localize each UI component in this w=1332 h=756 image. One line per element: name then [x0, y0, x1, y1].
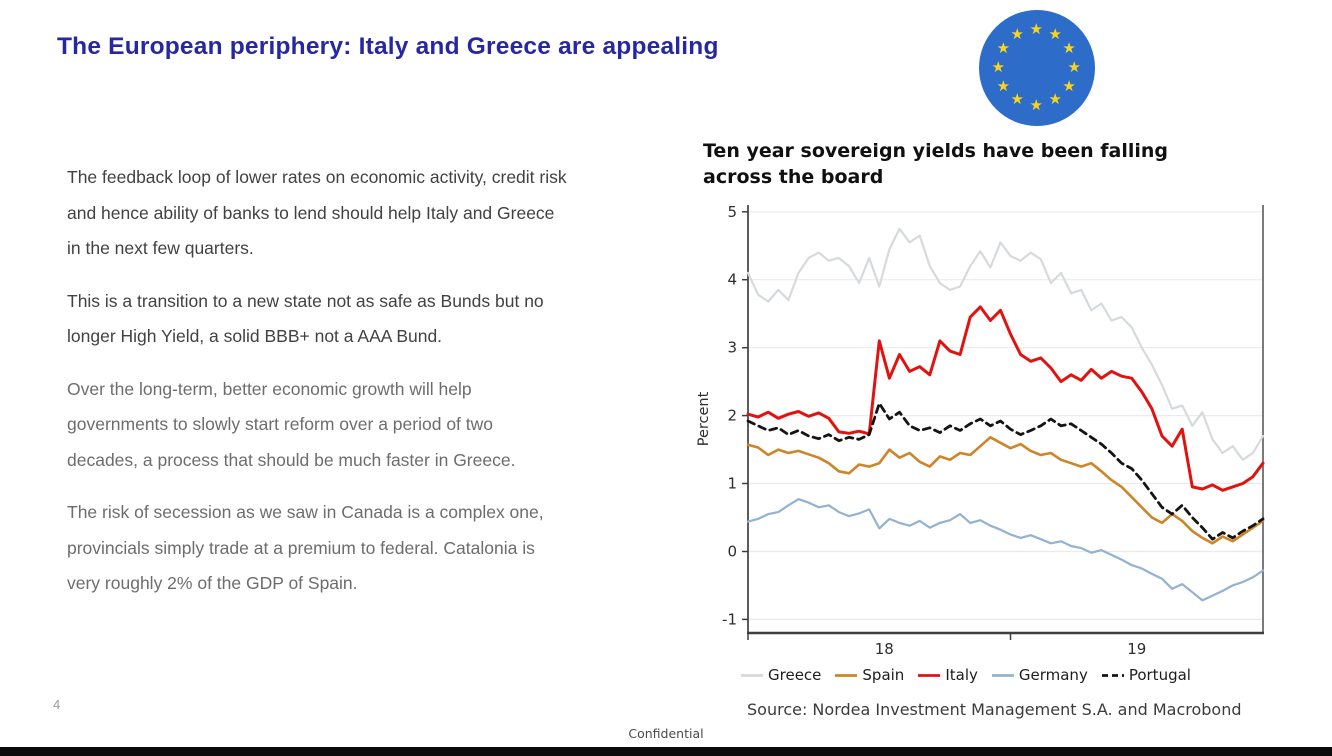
legend-item-germany: Germany	[991, 666, 1088, 684]
svg-text:0: 0	[727, 543, 737, 561]
eu-star-icon: ★	[1029, 95, 1043, 114]
legend-swatch-icon	[741, 674, 763, 677]
paragraph-feedback-loop: The feedback loop of lower rates on econ…	[67, 167, 567, 258]
chart-grid	[748, 211, 1263, 620]
svg-text:4: 4	[727, 271, 737, 289]
svg-text:18: 18	[875, 640, 894, 658]
eu-star-icon: ★	[1010, 90, 1024, 109]
series-line-germany	[746, 498, 1265, 602]
eu-star-icon: ★	[1048, 24, 1062, 43]
legend-item-greece: Greece	[740, 666, 821, 684]
svg-text:19: 19	[1127, 640, 1146, 658]
legend-label: Germany	[1018, 666, 1088, 684]
svg-text:-1: -1	[722, 610, 737, 628]
svg-text:Percent: Percent	[696, 391, 712, 446]
legend-swatch-icon	[918, 674, 941, 677]
eu-star-icon: ★	[1067, 57, 1081, 76]
paragraph-secession: The risk of secession as we saw in Canad…	[67, 502, 544, 593]
eu-star-icon: ★	[996, 38, 1011, 57]
chart-series	[746, 227, 1265, 602]
series-line-italy	[746, 305, 1265, 492]
legend-label: Portugal	[1128, 666, 1191, 684]
eu-flag-icon: ★ ★ ★ ★ ★ ★ ★ ★ ★ ★ ★ ★	[979, 10, 1095, 126]
series-line-spain	[746, 436, 1265, 545]
eu-star-icon: ★	[1029, 19, 1043, 38]
confidential-footer: Confidential	[628, 726, 704, 741]
eu-star-icon: ★	[1062, 38, 1076, 57]
svg-text:5: 5	[727, 203, 737, 221]
svg-text:3: 3	[727, 339, 737, 357]
eu-star-icon: ★	[1010, 24, 1024, 43]
page-number: 4	[53, 697, 61, 712]
series-line-portugal	[746, 401, 1265, 541]
paragraph-transition: This is a transition to a new state not …	[67, 290, 544, 347]
paragraph-long-term: Over the long-term, better economic grow…	[67, 378, 516, 470]
svg-text:1: 1	[727, 475, 737, 493]
legend-swatch-icon	[1101, 674, 1124, 677]
legend-label: Spain	[862, 666, 905, 684]
legend-item-spain: Spain	[834, 666, 904, 684]
slide-title: The European periphery: Italy and Greece…	[57, 33, 719, 60]
eu-star-icon: ★	[1048, 90, 1062, 109]
svg-text:2: 2	[727, 407, 737, 425]
legend-label: Greece	[768, 666, 822, 684]
chart-heading: Ten year sovereign yields have been fall…	[703, 140, 1169, 188]
eu-star-icon: ★	[996, 76, 1011, 95]
chart-source: Source: Nordea Investment Management S.A…	[747, 700, 1242, 719]
eu-star-icon: ★	[1062, 76, 1076, 95]
eu-star-icon: ★	[991, 57, 1005, 76]
yield-chart: Ten year sovereign yields have been fall…	[690, 138, 1300, 738]
legend-swatch-icon	[835, 674, 858, 677]
legend-item-italy: Italy	[917, 666, 978, 684]
legend-item-portugal: Portugal	[1101, 666, 1191, 684]
chart-axes: -1 0 1 2 3 4 5 18 19 Percent	[696, 203, 1264, 658]
bottom-bar	[0, 747, 1332, 756]
chart-legend: Greece Spain Italy Germany Portugal	[740, 666, 1191, 684]
legend-label: Italy	[945, 666, 978, 684]
series-line-greece	[746, 227, 1265, 461]
legend-swatch-icon	[991, 674, 1014, 677]
yield-chart-svg: -1 0 1 2 3 4 5 18 19 Percent	[696, 203, 1265, 658]
body-text: The feedback loop of lower rates on econ…	[67, 160, 707, 619]
